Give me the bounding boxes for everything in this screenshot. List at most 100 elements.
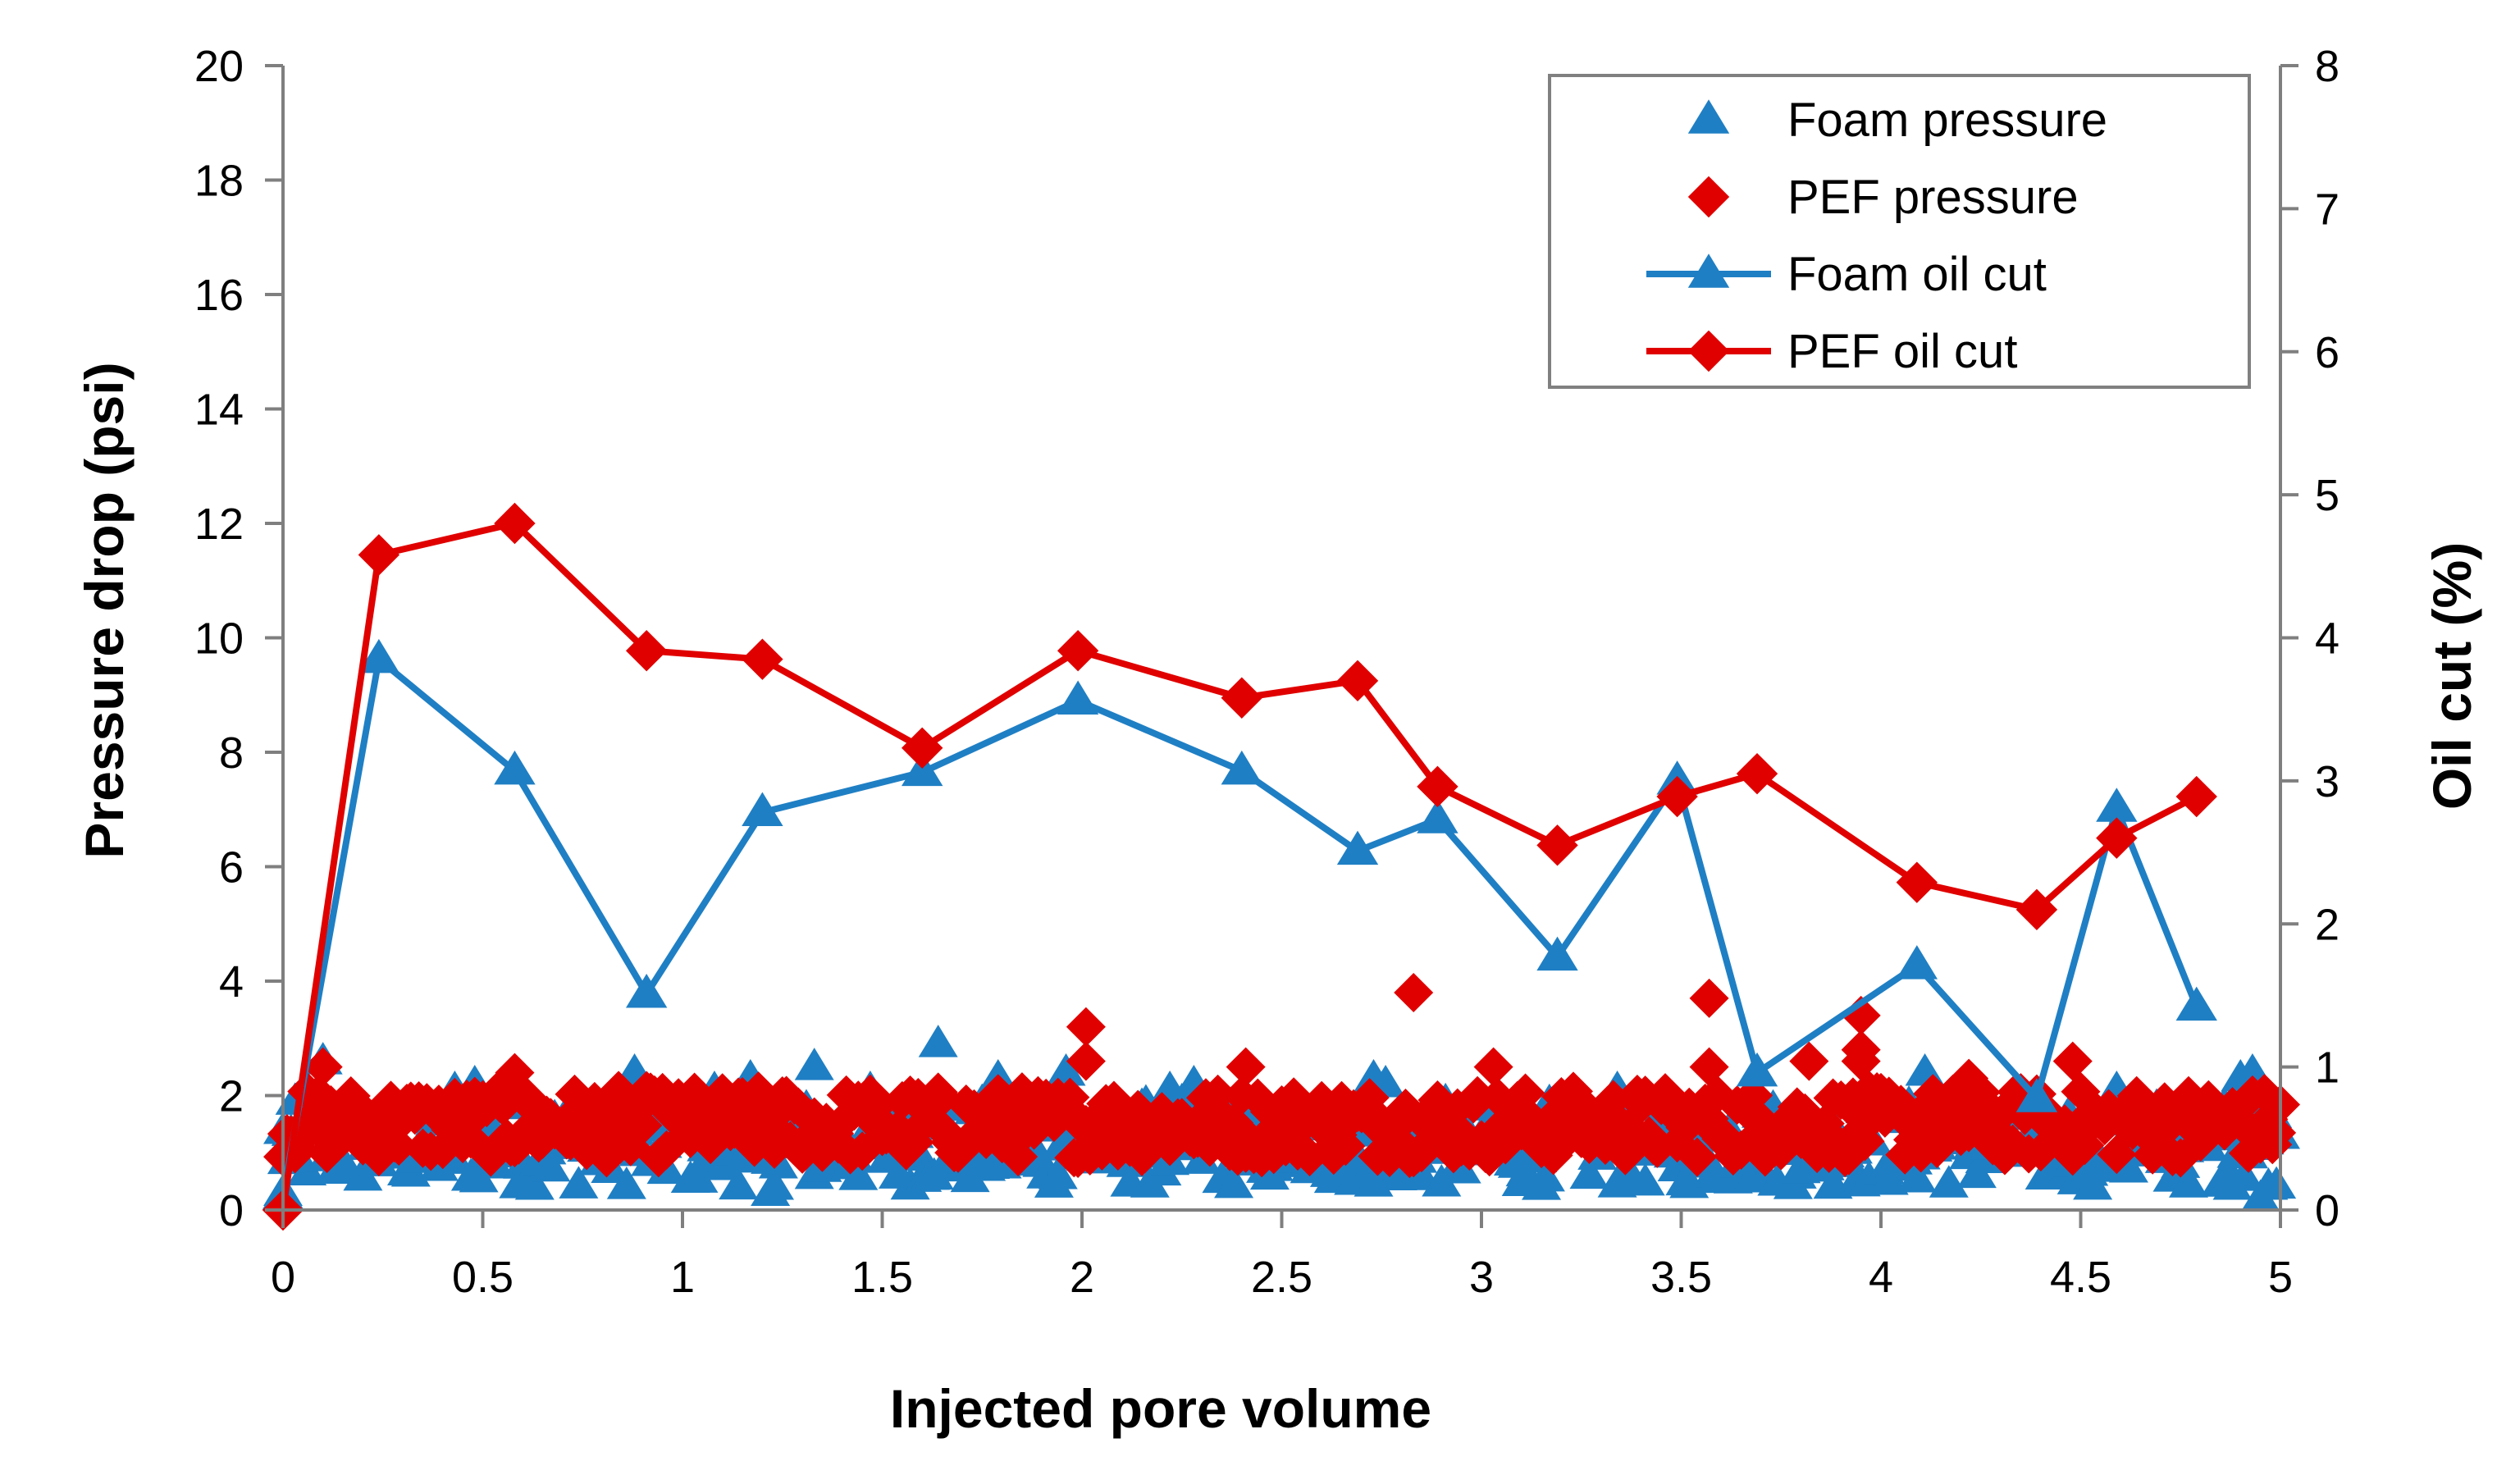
- x-tick-label: 3: [1469, 1253, 1494, 1302]
- foam-pressure-point: [2240, 1179, 2280, 1212]
- x-tick-label: 1: [670, 1253, 695, 1302]
- pef-pressure-point: [2257, 1112, 2297, 1153]
- pef-oil-cut-point: [1536, 824, 1578, 866]
- y2-tick-label: 5: [2315, 471, 2340, 520]
- y2-tick-label: 4: [2315, 614, 2340, 664]
- y-tick-label: 12: [194, 500, 244, 549]
- pef-pressure-point: [1789, 1041, 1829, 1081]
- pef-pressure-point: [818, 1124, 858, 1164]
- legend-pef-pressure-marker: [1687, 176, 1730, 218]
- pef-oil-cut-point: [2175, 775, 2217, 818]
- pef-pressure-point: [1066, 1041, 1106, 1081]
- foam-pressure-point: [1046, 1053, 1086, 1086]
- legend: Foam pressure PEF pressure Foam oil cut PEF…: [1548, 74, 2251, 389]
- y2-tick-label: 7: [2315, 185, 2340, 234]
- y2-tick-label: 8: [2315, 42, 2340, 91]
- legend-foam-oil-cut-label: Foam oil cut: [1787, 248, 2047, 301]
- x-tick-label: 1.5: [851, 1253, 913, 1302]
- foam-pressure-point: [1897, 1159, 1937, 1193]
- x-tick-label: 0.5: [452, 1253, 514, 1302]
- legend-foam-oil-cut-marker: [1687, 253, 1730, 288]
- legend-foam-pressure-marker: [1687, 99, 1730, 134]
- foam-pressure-point: [914, 1157, 954, 1190]
- x-tick-label: 3.5: [1650, 1253, 1712, 1302]
- pef-oil-cut-point: [2015, 888, 2058, 931]
- foam-pressure-point: [2073, 1167, 2113, 1200]
- x-tick-label: 0: [271, 1253, 295, 1302]
- pef-pressure-point: [623, 1105, 663, 1145]
- foam-oil-cut-point: [2175, 986, 2217, 1021]
- foam-pressure-point: [1422, 1163, 1462, 1197]
- foam-pressure-point: [719, 1167, 759, 1200]
- foam-pressure-point: [2168, 1165, 2208, 1198]
- foam-pressure-point: [918, 1025, 958, 1057]
- pef-oil-cut-point: [1736, 752, 1778, 795]
- pef-pressure-point: [1689, 978, 1729, 1018]
- x-axis-title: Injected pore volume: [890, 1378, 1431, 1439]
- y-tick-label: 2: [219, 1072, 244, 1121]
- pef-pressure-point: [1050, 1077, 1090, 1117]
- foam-pressure-point: [514, 1167, 555, 1200]
- y-tick-label: 6: [219, 843, 244, 893]
- y2-tick-label: 3: [2315, 757, 2340, 806]
- y-tick-label: 20: [194, 42, 244, 91]
- foam-oil-cut-point: [1417, 799, 1458, 833]
- foam-pressure-point: [794, 1048, 834, 1080]
- y-tick-label: 16: [194, 271, 244, 320]
- foam-oil-cut-point: [625, 973, 668, 1008]
- pef-oil-cut-point: [625, 629, 668, 672]
- legend-pef-pressure-label: PEF pressure: [1787, 171, 2079, 224]
- pef-pressure-point: [1066, 1007, 1106, 1047]
- y2-tick-label: 1: [2315, 1043, 2340, 1093]
- pef-oil-cut-point: [1656, 775, 1698, 818]
- foam-oil-cut-point: [2096, 788, 2138, 822]
- foam-pressure-point: [606, 1167, 646, 1199]
- legend-pef-oil-cut-marker: [1687, 330, 1730, 372]
- foam-oil-cut-point: [742, 792, 783, 826]
- foam-oil-cut-point: [494, 750, 536, 785]
- pef-pressure-point: [1841, 1041, 1881, 1081]
- pef-oil-cut-point: [1896, 861, 1938, 903]
- pef-oil-cut-point: [902, 727, 943, 769]
- foam-pressure-point: [1441, 1150, 1481, 1184]
- foam-oil-cut-point: [1736, 1052, 1778, 1087]
- x-tick-label: 4: [1869, 1253, 1893, 1302]
- x-tick-label: 2: [1070, 1253, 1094, 1302]
- pef-oil-cut-point: [2096, 817, 2138, 859]
- series-layer: [262, 502, 2300, 1231]
- foam-oil-cut-point: [902, 751, 943, 787]
- foam-pressure-point: [2225, 1158, 2265, 1191]
- y-tick-label: 8: [219, 728, 244, 778]
- legend-box: [1548, 74, 2251, 389]
- foam-pressure-point: [1525, 1158, 1565, 1192]
- foam-pressure-point: [1625, 1162, 1665, 1196]
- pef-pressure-point: [1394, 972, 1434, 1012]
- foam-oil-cut-point: [1536, 936, 1578, 971]
- pef-oil-cut-point: [1417, 765, 1458, 808]
- foam-pressure-point: [531, 1148, 571, 1182]
- pef-oil-cut-point: [1221, 677, 1262, 719]
- pef-oil-cut-point: [742, 638, 783, 680]
- foam-oil-cut-point: [1057, 680, 1099, 715]
- pef-pressure-point: [1677, 1137, 1717, 1177]
- y-axis-title: Pressure drop (psi): [74, 362, 135, 858]
- foam-oil-cut-point: [1221, 750, 1262, 785]
- foam-oil-cut-point: [2015, 1078, 2058, 1112]
- pef-oil-cut-point: [494, 502, 536, 545]
- pef-pressure-point: [1689, 1047, 1729, 1087]
- foam-oil-cut-point: [1336, 830, 1379, 865]
- pef-pressure-point: [379, 1126, 419, 1167]
- x-tick-label: 4.5: [2050, 1253, 2111, 1302]
- pef-oil-cut-point: [1336, 660, 1379, 702]
- pef-pressure-point: [1845, 1121, 1885, 1162]
- pef-pressure-point: [1226, 1047, 1266, 1087]
- foam-oil-cut-point: [1896, 945, 1938, 979]
- legend-pef-oil-cut-label: PEF oil cut: [1787, 325, 2017, 378]
- y-tick-label: 0: [219, 1186, 244, 1235]
- y2-axis-title: Oil cut (%): [2422, 542, 2482, 810]
- foam-pressure-point: [838, 1158, 879, 1190]
- x-tick-label: 5: [2268, 1253, 2293, 1302]
- y2-tick-label: 2: [2315, 900, 2340, 949]
